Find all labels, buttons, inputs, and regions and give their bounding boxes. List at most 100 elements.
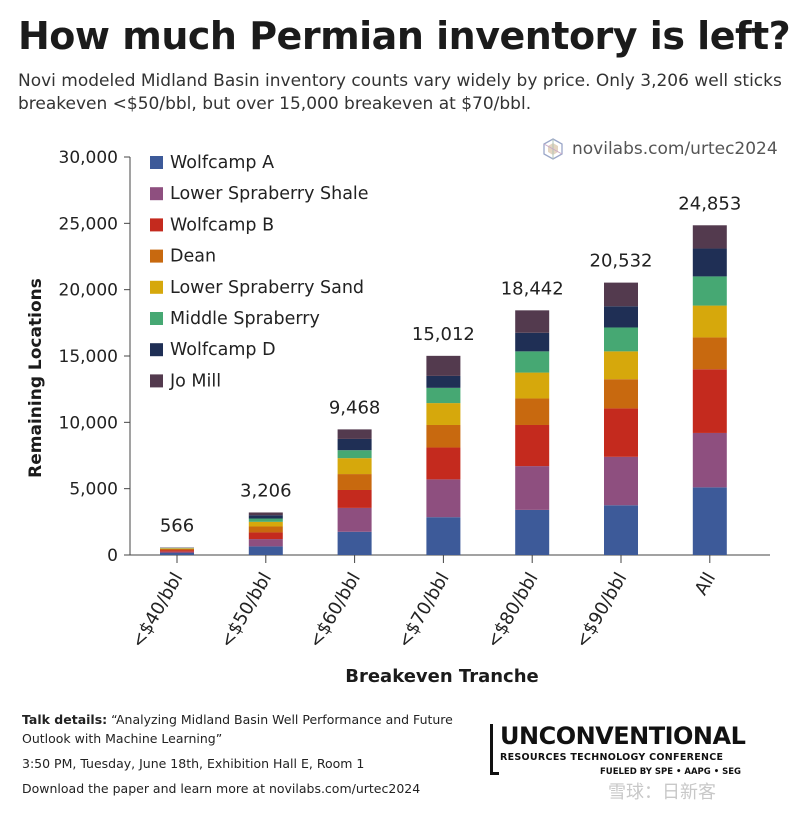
bar-segment [515, 424, 550, 467]
legend-swatch [150, 374, 163, 388]
bar-segment [604, 282, 638, 307]
bar-segment [160, 548, 194, 549]
bar-segment [160, 548, 194, 551]
bar-segment [692, 432, 727, 488]
bar-segment [337, 429, 372, 439]
bar-total-label: 15,012 [412, 324, 475, 345]
bar-segment [337, 507, 372, 532]
legend-swatch [150, 249, 163, 263]
bar-segment [248, 526, 283, 533]
bar-segment [337, 438, 372, 451]
x-axis-title: Breakeven Tranche [345, 666, 539, 687]
legend-label: Jo Mill [169, 371, 221, 391]
bar-total-label: 566 [160, 515, 194, 536]
bar-segment [248, 518, 283, 522]
talk-text: “Analyzing Midland Basin Well Performanc… [22, 712, 453, 746]
y-tick-label: 5,000 [69, 480, 118, 500]
bar-segment [515, 351, 550, 373]
bar-segment [160, 553, 194, 555]
x-tick-label: <$80/bbl [483, 569, 543, 652]
bar-segment [248, 515, 283, 519]
bar-segment [604, 351, 638, 380]
bar-segment [692, 225, 727, 249]
bar-segment [248, 532, 283, 540]
bar-segment [515, 372, 550, 399]
legend-label: Wolfcamp B [170, 215, 274, 235]
logo-bracket [490, 724, 499, 775]
bar-segment [160, 551, 194, 554]
bar-segment [692, 276, 727, 306]
bar-segment [692, 337, 727, 370]
y-tick-label: 25,000 [59, 214, 118, 234]
legend-label: Lower Spraberry Shale [170, 184, 369, 204]
legend-swatch [150, 343, 163, 357]
source-link[interactable]: novilabs.com/urtec2024 [542, 138, 778, 160]
bar-segment [248, 546, 283, 555]
x-tick-label: All [691, 569, 720, 599]
legend-swatch [150, 312, 163, 325]
y-axis-title: Remaining Locations [26, 278, 46, 478]
bar-segment [248, 521, 283, 527]
bar-segment [426, 403, 461, 425]
bar-total-label: 20,532 [590, 251, 653, 272]
bar-segment [515, 310, 550, 333]
legend-swatch [150, 187, 163, 201]
novi-logo-icon [543, 138, 563, 160]
legend-label: Wolfcamp D [170, 340, 276, 360]
bar-segment [248, 512, 283, 516]
bar-segment [692, 305, 727, 338]
download-text: Download the paper and learn more at nov… [22, 781, 421, 796]
conference-logo: UNCONVENTIONAL RESOURCES TECHNOLOGY CONF… [490, 722, 758, 784]
talk-time: 3:50 PM, Tuesday, June 18th, Exhibition … [22, 756, 365, 771]
bar-segment [426, 375, 461, 388]
bar-segment [426, 447, 461, 480]
bar-segment [426, 517, 461, 555]
stacked-bar-chart: 0 5,000 10,000 15,000 20,000 25,000 30,000 Rema… [26, 148, 770, 687]
legend-label: Lower Spraberry Sand [170, 278, 364, 298]
bar-segment [337, 474, 372, 490]
bar-total-label: 18,442 [501, 278, 564, 299]
legend-swatch [150, 156, 163, 169]
bar-segment [337, 450, 372, 459]
x-tick-label: <$70/bbl [394, 569, 454, 652]
x-tick-label: <$90/bbl [571, 569, 631, 652]
bar-segment [515, 466, 550, 510]
y-tick-label: 15,000 [59, 347, 118, 367]
bar-total-label: 3,206 [240, 480, 292, 501]
legend-label: Dean [170, 247, 216, 267]
x-tick-label: <$60/bbl [305, 569, 365, 652]
bar-segment [604, 379, 638, 409]
legend-swatch [150, 218, 163, 232]
legend-label: Wolfcamp A [170, 153, 274, 173]
bar-segment [515, 509, 550, 555]
bar-segment [604, 306, 638, 328]
y-tick-label: 10,000 [59, 413, 118, 433]
bar-segment [426, 424, 461, 448]
conference-subtitle: RESOURCES TECHNOLOGY CONFERENCE [500, 752, 724, 763]
bar-segment [604, 456, 638, 506]
bar-segment [426, 387, 461, 404]
bar-segment [426, 479, 461, 518]
bar-segment [426, 355, 461, 376]
conference-fueled: FUELED BY SPE • AAPG • SEG [600, 767, 742, 777]
bar-total-label: 9,468 [329, 397, 381, 418]
bar-segment [515, 332, 550, 352]
bar-total-label: 24,853 [678, 193, 741, 214]
conference-name: UNCONVENTIONAL [500, 722, 746, 750]
bar-segment [337, 458, 372, 475]
bar-segment [337, 489, 372, 508]
legend-swatch [150, 280, 163, 294]
bar-segment [160, 550, 194, 552]
bar-segment [692, 369, 727, 433]
bar-segment [604, 327, 638, 352]
bar-segment [692, 487, 727, 555]
y-tick-label: 0 [107, 546, 118, 566]
y-tick-label: 30,000 [59, 148, 118, 168]
legend-label: Middle Spraberry [170, 309, 320, 329]
bar-segment [604, 505, 638, 555]
x-tick-label: <$40/bbl [127, 569, 187, 652]
talk-label: Talk details: [22, 712, 108, 727]
bar-segment [337, 531, 372, 555]
page-title: How much Permian inventory is left? [18, 14, 791, 58]
x-tick-label: <$50/bbl [216, 569, 276, 652]
